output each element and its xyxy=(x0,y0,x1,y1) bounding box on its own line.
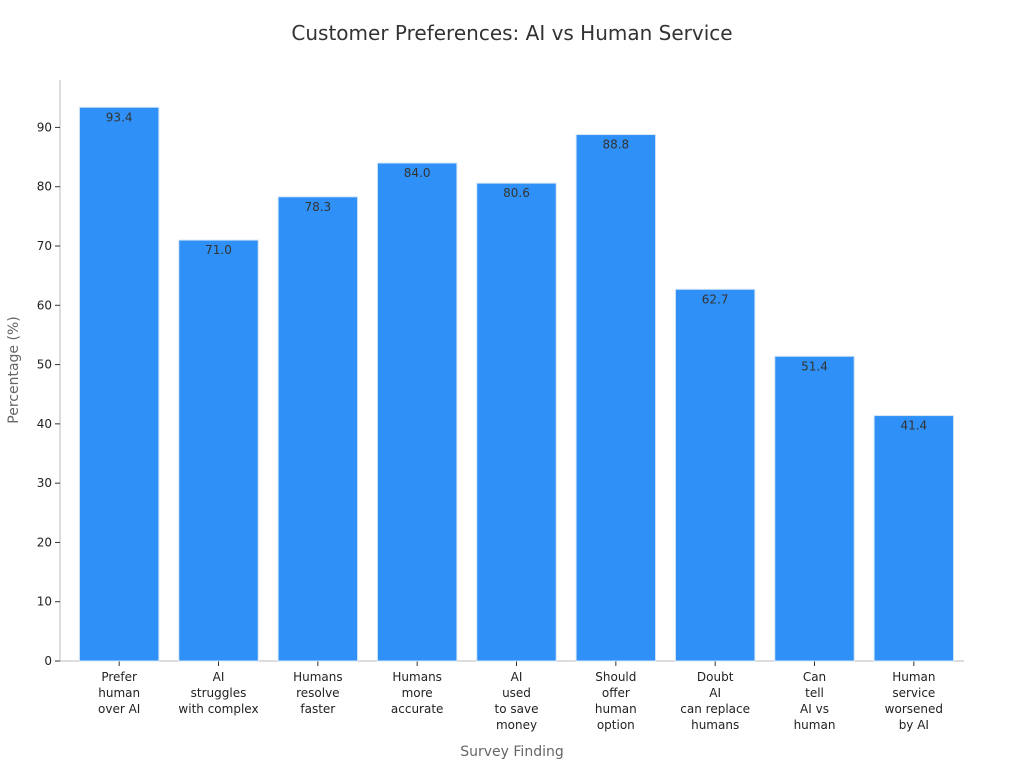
bar xyxy=(575,134,657,662)
x-axis-label: Survey Finding xyxy=(460,744,563,760)
bar xyxy=(476,182,557,662)
category-labels: Prefer human over AI AI struggles with comple… xyxy=(98,670,943,732)
bar xyxy=(674,288,756,662)
bar xyxy=(78,106,160,662)
y-axis-label: Percentage (%) xyxy=(6,316,22,423)
x-tick-label: Doubt AI can replace humans xyxy=(680,670,750,732)
bar xyxy=(277,196,359,662)
bar-value-label: 62.7 xyxy=(702,292,729,306)
bar xyxy=(178,239,259,662)
x-axis xyxy=(60,660,964,666)
x-tick-label: Human service worsened by AI xyxy=(885,670,943,732)
value-labels: 93.4 71.0 78.3 84.0 80.6 88.8 62.7 51.4 41.4 xyxy=(106,110,927,432)
bar-value-label: 80.6 xyxy=(503,186,530,200)
bar xyxy=(376,162,458,662)
chart-title: Customer Preferences: AI vs Human Servic… xyxy=(291,21,732,45)
bar-value-label: 78.3 xyxy=(304,200,331,214)
bars xyxy=(78,106,955,662)
bar-value-label: 93.4 xyxy=(106,110,133,124)
y-tick-label: 30 xyxy=(37,476,52,490)
y-tick-label: 90 xyxy=(37,120,52,134)
y-tick-label: 60 xyxy=(37,298,52,312)
x-tick-label: AI used to save money xyxy=(495,670,539,732)
x-tick-label: Prefer human over AI xyxy=(98,670,140,716)
bar xyxy=(774,355,855,662)
y-axis: 0 10 20 30 40 50 60 70 80 90 xyxy=(37,80,61,668)
bar-value-label: 84.0 xyxy=(404,166,431,180)
y-tick-label: 80 xyxy=(37,180,52,194)
y-tick-label: 0 xyxy=(44,654,52,668)
bar xyxy=(873,415,955,662)
y-tick-label: 50 xyxy=(37,358,52,372)
bar-value-label: 88.8 xyxy=(602,138,629,152)
y-tick-label: 40 xyxy=(37,417,52,431)
bar-value-label: 51.4 xyxy=(801,359,828,373)
x-tick-label: Humans more accurate xyxy=(391,670,444,716)
x-tick-label: Humans resolve faster xyxy=(293,670,343,716)
y-tick-label: 10 xyxy=(37,595,52,609)
y-tick-label: 70 xyxy=(37,239,52,253)
x-tick-label: Can tell AI vs human xyxy=(794,670,836,732)
y-tick-label: 20 xyxy=(37,535,52,549)
bar-value-label: 41.4 xyxy=(900,419,927,433)
bar-value-label: 71.0 xyxy=(205,243,232,257)
x-tick-label: AI struggles with complex xyxy=(178,670,258,716)
x-tick-label: Should offer human option xyxy=(595,670,637,732)
